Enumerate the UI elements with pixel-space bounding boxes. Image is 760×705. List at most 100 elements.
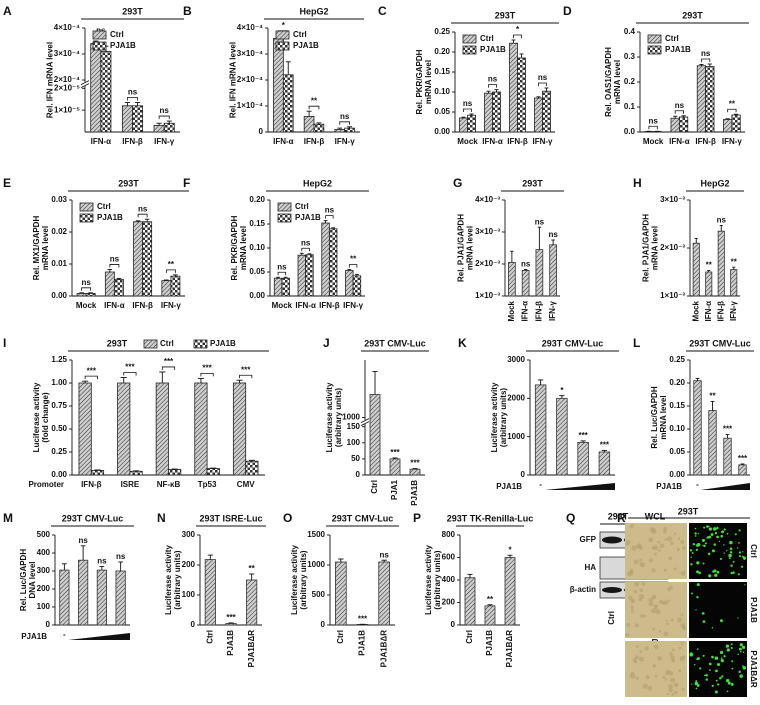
- legend-swatch: [277, 202, 292, 212]
- panel-title: HepG2: [303, 178, 332, 188]
- cell-texture: [626, 623, 630, 627]
- x-tick-label: IFN-α: [91, 137, 112, 146]
- gfp-cell: [720, 619, 723, 623]
- x-tick-label: IFN-α: [104, 301, 125, 310]
- x-tick-label: Mock: [507, 300, 516, 321]
- legend-swatch: [79, 213, 94, 223]
- bar: [409, 468, 421, 476]
- bar: [313, 123, 325, 133]
- bar: [723, 119, 733, 133]
- blot-lane-label: Ctrl: [607, 611, 616, 625]
- gfp-cell: [727, 681, 731, 685]
- y-tick-label: 0.20: [434, 47, 450, 56]
- panel-letter: O: [283, 511, 292, 525]
- significance-label: ***: [125, 363, 135, 372]
- bar: [693, 380, 702, 476]
- legend-label: PJA1B: [665, 45, 691, 54]
- x-axis-label: Promoter: [28, 480, 64, 489]
- gfp-cell: [720, 657, 723, 659]
- gfp-cell: [720, 659, 724, 663]
- significance-label: ns: [97, 557, 107, 566]
- gfp-cell: [691, 551, 694, 554]
- significance-label: ***: [410, 459, 420, 468]
- bar: [129, 470, 143, 476]
- x-tick-label: PJA1BΔR: [247, 630, 256, 668]
- panel-title: 293T: [122, 6, 143, 16]
- panel-letter: C: [378, 4, 387, 18]
- bar: [170, 275, 181, 297]
- significance-bracket: [727, 108, 737, 113]
- cell-texture: [630, 609, 634, 613]
- gfp-cell: [696, 648, 699, 650]
- bar: [678, 116, 689, 133]
- y-tick-label: 200: [442, 598, 456, 607]
- significance-bracket: [463, 108, 472, 112]
- micrograph-row-label: PJA1BΔR: [749, 650, 758, 688]
- panel-title: 293T: [118, 178, 139, 188]
- dose-ramp: [544, 483, 615, 490]
- cell-texture: [670, 677, 676, 683]
- cell-texture: [680, 641, 684, 645]
- cell-texture: [663, 631, 669, 637]
- gfp-cell: [742, 665, 744, 667]
- gfp-cell: [736, 547, 739, 549]
- bar: [534, 97, 543, 133]
- cell-texture: [639, 558, 643, 562]
- gfp-cell: [734, 533, 737, 536]
- panel-title: 293T: [682, 10, 703, 20]
- y-tick-label: 400: [442, 575, 456, 584]
- bar: [556, 397, 568, 476]
- bar: [246, 579, 258, 626]
- cell-texture: [641, 582, 646, 586]
- cell-texture: [639, 650, 643, 654]
- cell-texture: [633, 589, 638, 594]
- axis-break-gap: [82, 82, 88, 87]
- x-tick-label: IFN-γ: [343, 301, 364, 310]
- panel-title: 293T CMV-Luc: [689, 338, 751, 348]
- bar: [484, 92, 493, 133]
- brightfield-image: [625, 641, 687, 697]
- significance-label: *: [516, 25, 520, 34]
- axis-break: [80, 80, 90, 86]
- y-tick-label: 1000: [507, 432, 525, 441]
- cell-texture: [625, 632, 630, 638]
- x-tick-label: IFN-β: [716, 301, 725, 322]
- legend-label: Ctrl: [480, 34, 494, 43]
- y-tick-label: 0: [451, 620, 456, 629]
- y-axis-label: mRNA level: [41, 226, 50, 270]
- bar: [232, 382, 247, 476]
- cell-texture: [667, 536, 673, 542]
- cell-texture: [668, 556, 673, 561]
- x-tick-label: IFN-β: [132, 301, 153, 310]
- bar: [492, 91, 501, 133]
- panel-title: 293T CMV-Luc: [364, 338, 426, 348]
- significance-label: ns: [110, 255, 120, 264]
- fluorescence-image: [689, 523, 747, 579]
- cell-texture: [657, 655, 662, 661]
- gfp-cell: [717, 683, 720, 686]
- x-tick-label: PJA1B: [410, 480, 419, 506]
- cell-texture: [648, 597, 654, 603]
- y-axis-label: DNA level: [28, 561, 37, 598]
- bar: [549, 244, 557, 297]
- gfp-cell: [701, 612, 705, 615]
- gfp-cell: [699, 667, 702, 670]
- cell-texture: [663, 600, 669, 605]
- y-tick-label: 0.00: [669, 470, 685, 479]
- gfp-cell: [714, 573, 718, 577]
- y-tick-label: 0.00: [51, 470, 67, 479]
- gfp-cell: [694, 681, 699, 686]
- significance-bracket: [158, 115, 170, 120]
- y-tick-label: 4×10⁻⁴: [54, 23, 80, 32]
- gfp-cell: [689, 549, 693, 552]
- cell-texture: [665, 619, 668, 622]
- cell-texture: [677, 617, 683, 623]
- bar: [282, 74, 294, 133]
- significance-label: ***: [390, 448, 400, 457]
- panel-title: 293T: [107, 338, 128, 348]
- y-tick-label: 1×10⁻⁴: [237, 101, 263, 110]
- y-axis-label: (arbitrary units): [433, 550, 442, 609]
- blot-row-label: β-actin: [570, 585, 596, 594]
- gfp-cell: [720, 534, 724, 538]
- gfp-cell: [690, 563, 693, 566]
